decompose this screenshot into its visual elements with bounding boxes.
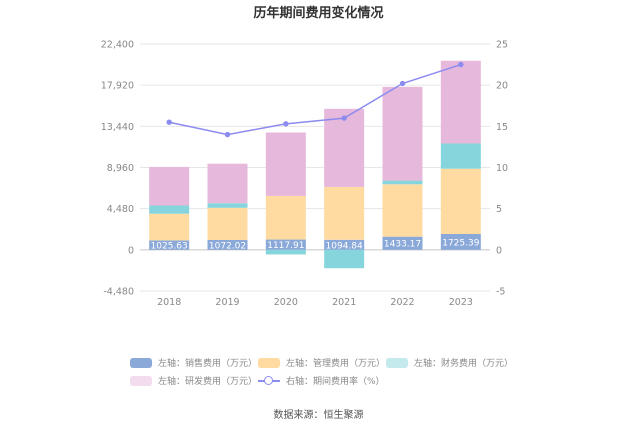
x-axis-tick-label: 2018 — [157, 297, 181, 308]
bar-segment — [440, 143, 481, 169]
left-axis-tick-label: 17,920 — [101, 81, 134, 92]
legend-swatch-admin — [258, 357, 280, 368]
bar-data-label: 1025.63 — [151, 242, 188, 252]
bar-segment — [207, 163, 248, 204]
bar-segment — [382, 180, 423, 185]
left-axis-tick-label: 8,960 — [107, 163, 134, 174]
bar-data-label: 1117.91 — [267, 241, 304, 251]
bar-segment — [440, 60, 481, 144]
x-axis-tick-label: 2022 — [390, 297, 414, 308]
bar-segment — [207, 239, 248, 250]
bar-segment — [207, 207, 248, 240]
right-axis-tick-label: -5 — [496, 287, 505, 298]
left-axis-tick-label: 0 — [128, 245, 134, 256]
bar-segment — [207, 203, 248, 208]
rate-line-point — [458, 61, 464, 68]
bar-segment — [265, 249, 306, 255]
bar-segment — [382, 236, 423, 250]
legend-swatch-rnd — [130, 375, 152, 386]
bar-segment — [440, 168, 481, 234]
bar-data-label: 1094.84 — [326, 241, 363, 251]
bar-segment — [324, 108, 365, 187]
right-axis-tick-label: 10 — [496, 163, 508, 174]
bar-data-label: 1072.02 — [209, 241, 246, 251]
bar-segment — [324, 249, 365, 269]
rate-line-point — [399, 80, 406, 87]
legend-label-finance: 左轴：财务费用（万元） — [414, 359, 514, 369]
left-axis-tick-label: 4,480 — [107, 204, 134, 215]
right-axis-tick-label: 15 — [496, 122, 508, 133]
bar-segment — [149, 213, 190, 241]
rate-line-point — [224, 131, 231, 138]
legend-item-rnd[interactable]: 左轴：研发费用（万元） — [130, 374, 257, 387]
legend-swatch-sales — [130, 357, 152, 368]
bar-segment — [265, 195, 306, 240]
right-axis-tick-label: 20 — [496, 81, 508, 92]
bar-segment — [324, 239, 365, 250]
bar-data-label: 1725.39 — [442, 238, 479, 248]
bar-segment — [265, 132, 306, 196]
data-labels: 1025.63 1072.02 1117.91 1094.84 1433.17 1725.… — [151, 238, 480, 251]
legend-swatch-finance — [386, 357, 408, 368]
legend-label-rnd: 左轴：研发费用（万元） — [158, 377, 258, 387]
data-source: 数据来源：恒生聚源 — [273, 410, 364, 421]
right-axis-tick-label: 5 — [496, 204, 502, 215]
rate-line-path — [169, 63, 462, 136]
bar-segment — [149, 166, 190, 206]
bar-segment — [149, 205, 190, 214]
legend-item-rate[interactable]: 右轴：期间费用率（%） — [258, 374, 385, 387]
bar-segment — [440, 233, 481, 250]
legend-label-rate: 右轴：期间费用率（%） — [286, 377, 385, 387]
left-axis-tick-label: 13,440 — [101, 122, 134, 133]
rate-line-point — [166, 119, 172, 125]
x-axis-tick-label: 2020 — [274, 297, 298, 308]
bar-segment — [382, 184, 423, 237]
legend-item-finance[interactable]: 左轴：财务费用（万元） — [386, 356, 513, 369]
right-axis-tick-label: 25 — [496, 40, 508, 51]
legend-label-admin: 左轴：管理费用（万元） — [286, 359, 386, 369]
chart-title: 历年期间费用变化情况 — [253, 5, 383, 21]
rate-line-point — [283, 121, 289, 127]
legend-item-admin[interactable]: 左轴：管理费用（万元） — [258, 356, 385, 369]
bar-data-label: 1433.17 — [384, 240, 421, 250]
x-axis-tick-label: 2021 — [332, 297, 356, 308]
bar-segment — [382, 86, 423, 181]
legend-label-sales: 左轴：销售费用（万元） — [158, 359, 258, 369]
legend-swatch-rate — [258, 375, 280, 386]
grid-lines — [140, 43, 490, 292]
rate-line-point — [341, 115, 347, 121]
legend-item-sales[interactable]: 左轴：销售费用（万元） — [130, 356, 257, 369]
bar-segment — [324, 186, 365, 240]
left-axis-tick-label: 22,400 — [101, 40, 134, 51]
right-axis-tick-label: 0 — [496, 245, 502, 256]
bar-segment — [149, 240, 190, 250]
rate-line — [166, 61, 464, 138]
x-axis-tick-label: 2019 — [215, 297, 239, 308]
left-axis-tick-label: -4,480 — [103, 287, 134, 298]
bar-segment — [265, 239, 306, 250]
bars — [149, 60, 481, 269]
x-axis-tick-label: 2023 — [449, 297, 473, 308]
